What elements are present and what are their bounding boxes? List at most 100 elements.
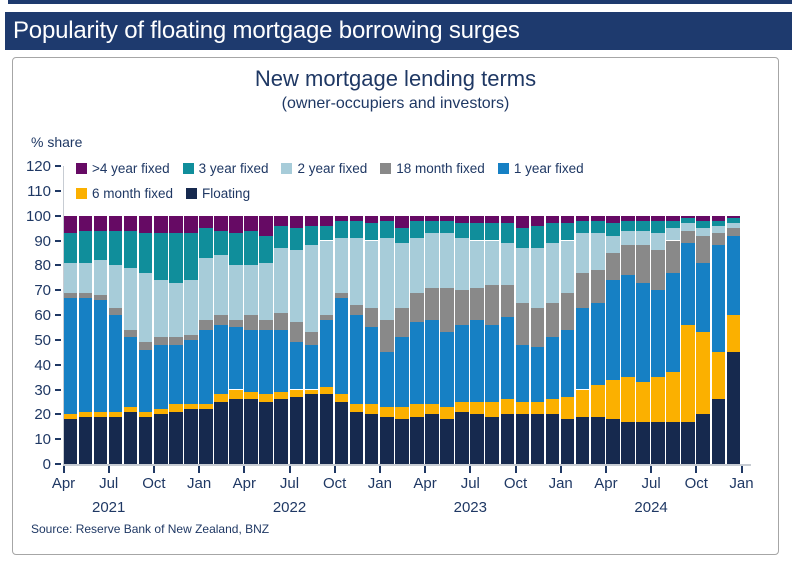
bar-segment-2-year-fixed [395,242,409,308]
x-tick-label: Jul [641,475,661,492]
bar-segment-1-year-fixed [395,337,409,407]
x-tick-label: Oct [684,475,708,492]
bar-segment-6-month-fixed [545,399,560,415]
bar-segment-1-year-fixed [63,297,78,415]
bar-segment-floating [651,421,665,464]
bar-segment-18-month-fixed [440,287,454,333]
bar-segment-6-month-fixed [108,411,123,417]
bar-segment--4-year-fixed [606,215,620,224]
bar-segment-1-year-fixed [214,324,228,395]
x-tick-label: Jul [460,475,480,492]
bar-segment-floating [455,411,469,464]
bar-segment--4-year-fixed [334,215,349,221]
bar-segment-6-month-fixed [93,411,108,417]
bar-segment-3-year-fixed [274,225,289,248]
bar-segment-3-year-fixed [123,230,138,268]
bar-segment-2-year-fixed [229,265,243,320]
legend-swatch-icon [76,163,87,174]
legend-swatch-icon [76,188,87,199]
bar-segment--4-year-fixed [184,215,198,234]
bar-segment-6-month-fixed [349,404,364,412]
bar-segment-3-year-fixed [78,230,93,263]
bar-segment-1-year-fixed [274,329,289,392]
bar-segment-2-year-fixed [651,233,665,251]
bar-segment-floating [108,416,123,464]
bar-segment--4-year-fixed [199,215,213,229]
bar-segment-3-year-fixed [575,220,590,234]
y-tick-mark [55,239,61,242]
bar-segment-6-month-fixed [289,389,304,397]
bar-segment-1-year-fixed [364,327,379,405]
bar-segment-1-year-fixed [349,315,364,405]
bar-segment-3-year-fixed [138,233,153,273]
bar-segment-18-month-fixed [425,287,439,320]
bar-segment-2-year-fixed [184,280,198,335]
x-tick-label: Oct [323,475,347,492]
y-tick-label: 100 [25,207,51,225]
bar-segment-2-year-fixed [681,223,695,231]
bar-segment-floating [575,416,590,464]
year-label: 2021 [92,499,126,516]
bar-segment-floating [319,394,334,464]
bar-segment-floating [229,399,243,464]
bar-segment-3-year-fixed [696,220,711,229]
legend-item: Floating [186,186,250,201]
legend-label: >4 year fixed [92,161,170,176]
bar-segment-1-year-fixed [485,324,500,402]
bar-segment-3-year-fixed [259,235,273,263]
bar-segment-6-month-fixed [425,404,439,415]
legend-item: 2 year fixed [281,161,367,176]
bar-segment-6-month-fixed [244,391,258,400]
bar-segment-2-year-fixed [78,262,93,293]
legend-label: 6 month fixed [92,186,174,201]
bar-segment-2-year-fixed [153,280,168,338]
x-tick-label: Apr [232,475,256,492]
bar-segment-1-year-fixed [78,297,93,412]
bar-segment--4-year-fixed [259,215,273,236]
bar-segment-6-month-fixed [485,401,500,417]
bar-segment-18-month-fixed [229,319,243,328]
bar-segment-3-year-fixed [425,220,439,234]
bar-segment-1-year-fixed [575,307,590,390]
bar-segment-1-year-fixed [93,300,108,412]
bar-segment-18-month-fixed [319,315,334,320]
bar-segment-18-month-fixed [711,233,726,246]
bar-segment-floating [63,419,78,464]
bar-segment-floating [334,401,349,464]
x-tick-mark [333,466,336,473]
bar-segment-1-year-fixed [138,349,153,412]
bar-segment-1-year-fixed [696,262,711,333]
x-tick-label: Apr [51,475,76,492]
bar-segment-2-year-fixed [379,238,394,320]
bar-segment-floating [530,414,545,464]
y-tick-mark [55,438,61,441]
bar-segment-3-year-fixed [515,228,530,248]
bar-segment-18-month-fixed [108,307,123,315]
bar-segment-floating [364,414,379,464]
bar-segment-3-year-fixed [168,233,183,283]
x-tick-mark [559,466,562,473]
bar-segment-floating [666,421,680,464]
bar-segment-3-year-fixed [319,225,334,241]
legend-item: 1 year fixed [497,161,584,176]
bar-segment-1-year-fixed [545,337,560,400]
bar-segment-3-year-fixed [108,230,123,266]
bar-segment-2-year-fixed [455,238,469,291]
bar-segment-6-month-fixed [621,377,635,422]
bar-segment-3-year-fixed [621,220,635,231]
bar-segment-floating [138,416,153,464]
bar-segment-2-year-fixed [319,240,334,315]
x-tick-mark [469,466,472,473]
bar-segment-18-month-fixed [138,342,153,350]
bar-segment-6-month-fixed [379,406,394,417]
x-tick-label: Jan [187,475,212,492]
bar-segment-1-year-fixed [259,329,273,395]
bar-segment-1-year-fixed [379,352,394,407]
bar-segment-floating [304,394,319,464]
y-tick-mark [55,314,61,316]
bar-segment-18-month-fixed [395,307,409,338]
bar-segment-3-year-fixed [500,223,515,243]
bar-segment-floating [244,399,258,464]
bar-segment-floating [289,396,304,464]
bar-segment-1-year-fixed [334,297,349,395]
